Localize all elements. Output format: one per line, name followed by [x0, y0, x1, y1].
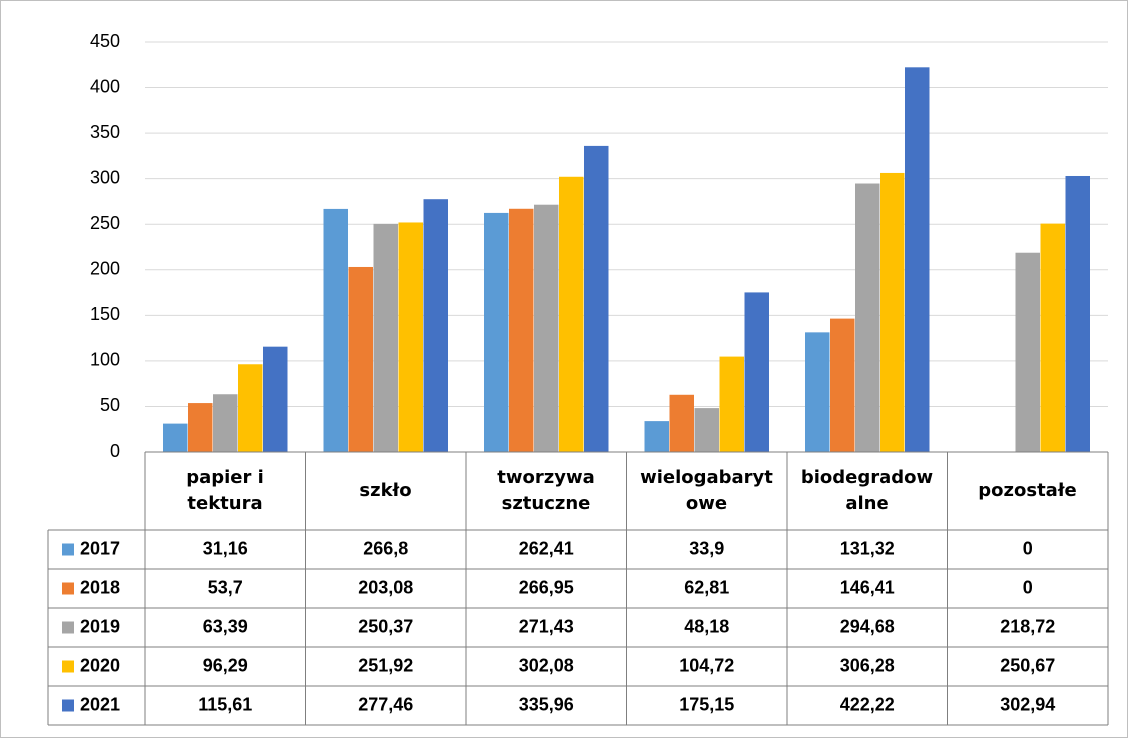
x-tick-label: tworzywa sztuczne — [497, 467, 595, 514]
data-cell: 271,43 — [519, 616, 574, 636]
data-cell: 146,41 — [840, 577, 895, 597]
legend-key — [62, 660, 74, 673]
x-tick-label: pozostałe — [978, 480, 1077, 501]
bar — [509, 208, 534, 452]
bar — [534, 204, 559, 452]
bar — [1015, 252, 1040, 452]
bar — [373, 223, 398, 452]
data-cell: 48,18 — [684, 616, 729, 636]
y-tick-label: 250 — [90, 213, 120, 233]
bar — [163, 423, 188, 452]
data-cell: 33,9 — [689, 538, 724, 558]
category-cell: tworzywa sztuczne — [497, 467, 595, 514]
y-tick-label: 350 — [90, 122, 120, 142]
legend-label: 2019 — [80, 616, 120, 636]
data-cell: 0 — [1023, 538, 1033, 558]
bar — [398, 222, 423, 452]
bar — [423, 199, 448, 452]
legend-label: 2018 — [80, 577, 120, 597]
category-cell: papier i tektura — [186, 467, 264, 514]
bar — [644, 421, 669, 452]
legend-key — [62, 699, 74, 712]
data-cell: 115,61 — [198, 694, 252, 714]
bar — [855, 183, 880, 452]
data-cell: 306,28 — [840, 655, 895, 675]
bar — [323, 208, 348, 452]
bar — [559, 176, 584, 453]
x-tick-label: szkło — [359, 480, 412, 501]
bar — [188, 403, 213, 452]
y-tick-label: 400 — [90, 76, 120, 96]
y-tick-label: 50 — [100, 395, 120, 415]
y-tick-label: 300 — [90, 167, 120, 187]
data-cell: 31,16 — [203, 538, 248, 558]
x-tick-label: biodegradowalne — [800, 467, 934, 514]
category-cell: wielogabarytowe — [640, 467, 773, 514]
bar — [213, 394, 238, 452]
data-cell: 62,81 — [684, 577, 729, 597]
bar — [830, 318, 855, 452]
data-cell: 302,94 — [1000, 694, 1055, 714]
bar — [694, 408, 719, 452]
data-cell: 294,68 — [840, 616, 895, 636]
bar — [348, 266, 373, 452]
data-cell: 63,39 — [203, 616, 248, 636]
bar — [1040, 223, 1065, 452]
legend-key — [62, 621, 74, 634]
legend-label: 2020 — [80, 655, 120, 675]
data-cell: 422,22 — [840, 694, 895, 714]
data-cell: 277,46 — [358, 694, 413, 714]
bar — [238, 364, 263, 452]
y-tick-label: 200 — [90, 259, 120, 279]
data-cell: 262,41 — [519, 538, 574, 558]
x-tick-label: wielogabarytowe — [640, 467, 773, 514]
data-cell: 335,96 — [519, 694, 574, 714]
data-cell: 131,32 — [840, 538, 895, 558]
data-cell: 104,72 — [679, 655, 734, 675]
data-cell: 53,7 — [208, 577, 243, 597]
y-tick-label: 0 — [110, 441, 120, 461]
data-cell: 302,08 — [519, 655, 574, 675]
y-tick-label: 150 — [90, 304, 120, 324]
bar — [880, 172, 905, 452]
x-tick-label: papier i tektura — [186, 467, 264, 514]
bar — [744, 292, 769, 452]
data-cell: 250,67 — [1000, 655, 1055, 675]
legend-key — [62, 582, 74, 595]
bar — [263, 346, 288, 452]
data-cell: 218,72 — [1000, 616, 1055, 636]
data-cell: 266,8 — [363, 538, 408, 558]
data-cell: 250,37 — [358, 616, 413, 636]
bar — [669, 394, 694, 452]
category-cell: szkło — [359, 480, 412, 501]
category-cell: pozostałe — [978, 480, 1077, 501]
data-cell: 203,08 — [358, 577, 413, 597]
y-tick-label: 100 — [90, 350, 120, 370]
category-cell: biodegradowalne — [800, 467, 934, 514]
bar — [905, 67, 930, 452]
bar — [805, 332, 830, 452]
bar — [584, 145, 609, 452]
y-tick-label: 450 — [90, 31, 120, 51]
data-cell: 175,15 — [679, 694, 734, 714]
data-cell: 266,95 — [519, 577, 574, 597]
data-cell: 0 — [1023, 577, 1033, 597]
legend-label: 2021 — [80, 694, 120, 714]
legend-key — [62, 543, 74, 556]
data-cell: 251,92 — [358, 655, 413, 675]
legend-label: 2017 — [80, 538, 120, 558]
bar — [1065, 175, 1090, 452]
bar — [484, 212, 509, 452]
data-cell: 96,29 — [203, 655, 248, 675]
bar — [719, 356, 744, 452]
